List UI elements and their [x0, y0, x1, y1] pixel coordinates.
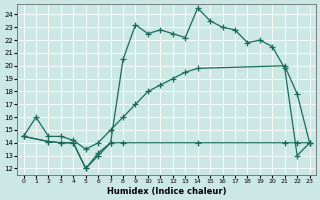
X-axis label: Humidex (Indice chaleur): Humidex (Indice chaleur)	[107, 187, 226, 196]
